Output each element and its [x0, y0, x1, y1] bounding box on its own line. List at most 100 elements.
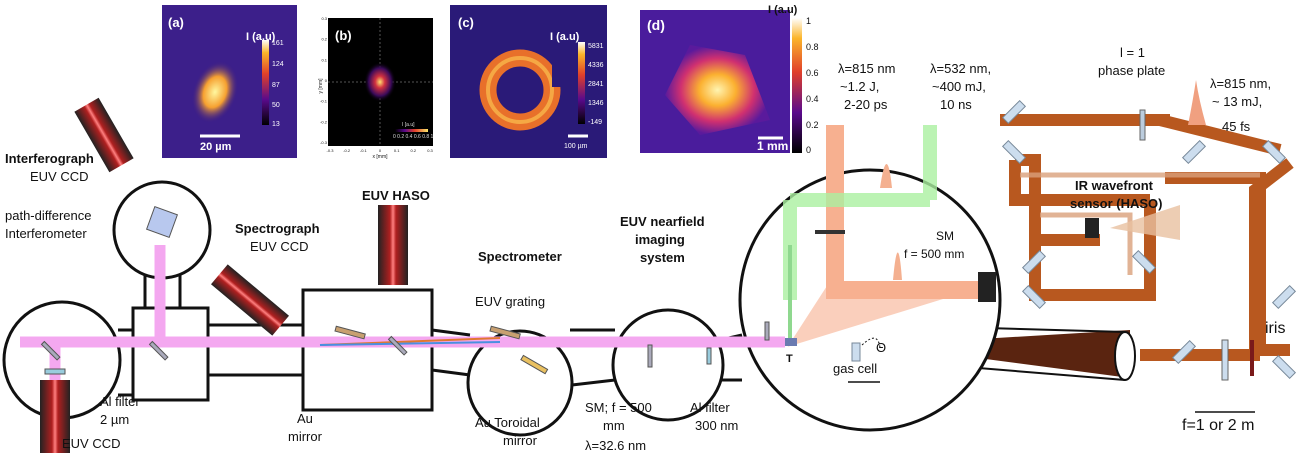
colorbar-tick: -149: [588, 119, 602, 126]
optic-rect: [852, 343, 860, 361]
colorbar-tick: 1346: [588, 100, 604, 107]
y-tick-label: 0.1: [321, 57, 327, 62]
axis-label: y [mm]: [318, 78, 324, 94]
colorbar-tick: 161: [272, 40, 284, 47]
component-label: Au: [297, 411, 313, 426]
component-title: Spectrograph: [235, 221, 320, 236]
beam-label: ~ 13 mJ,: [1212, 94, 1262, 109]
scale-bar-label: 20 µm: [200, 141, 232, 153]
component-title: IR wavefront: [1075, 178, 1154, 193]
inset-tag: (d): [647, 17, 665, 33]
component-label: f = 500 mm: [904, 247, 964, 261]
colorbar-tick: 5831: [588, 43, 604, 50]
optic-rect: [1222, 340, 1228, 380]
optic-rect: [707, 348, 711, 364]
component-label: 300 nm: [695, 418, 738, 433]
x-tick-label: -0.3: [327, 148, 335, 153]
optic-rect: [1250, 340, 1254, 376]
optic-rect: [1273, 286, 1296, 309]
axis-label: x [mm]: [373, 154, 389, 160]
optic-rect: [578, 42, 585, 124]
component-label: 2 µm: [100, 412, 129, 427]
colorbar-tick: 0.8: [806, 42, 819, 52]
x-tick-label: -0.1: [360, 148, 368, 153]
setup-diagram: (a) I (a.u) 161 124 87 50 13 20 µm (b) I…: [0, 0, 1302, 453]
colorbar-tick: 2841: [588, 81, 604, 88]
x-tick-label: 0.1: [394, 148, 400, 153]
optic-rect: [303, 290, 432, 410]
optic-rect: [785, 338, 797, 346]
colorbar-tick: 1: [806, 16, 811, 26]
component-title: EUV HASO: [362, 188, 430, 203]
component-label: mirror: [288, 429, 323, 444]
component-label: EUV CCD: [62, 436, 121, 451]
optic-rect: [792, 18, 802, 153]
optic-rect: [378, 205, 408, 285]
scale-bar-label: 1 mm: [757, 139, 788, 153]
component-label: Al filter: [690, 400, 730, 415]
beam-label: λ=532 nm,: [930, 61, 991, 76]
optic-rect: [978, 272, 996, 302]
component-title: system: [640, 250, 685, 265]
beam-label: λ=815 nm,: [1210, 76, 1271, 91]
component-label: EUV CCD: [30, 169, 89, 184]
colorbar-tick: 0.2: [806, 120, 819, 130]
optic-ellipse: [1115, 332, 1135, 380]
x-tick-label: -0.2: [343, 148, 351, 153]
colorbar-tick: 0: [806, 145, 811, 155]
component-title: Spectrometer: [478, 249, 562, 264]
optic-rect: [815, 230, 845, 234]
y-tick-label: 0.2: [321, 37, 327, 42]
beam-label: 2-20 ps: [844, 97, 888, 112]
colorbar-tick: 50: [272, 102, 280, 109]
beam-label: λ=815 nm: [838, 61, 895, 76]
beam-label: ~400 mJ,: [932, 79, 986, 94]
component-label: f=1 or 2 m: [1182, 417, 1254, 434]
component-title: Interferograph: [5, 151, 94, 166]
optic-ellipse: [364, 62, 396, 102]
component-label: path-difference: [5, 208, 92, 223]
beam-label: phase plate: [1098, 63, 1165, 78]
optic-rect: [552, 57, 576, 87]
component-label: Au Toroidal: [475, 415, 540, 430]
component-label: mm: [603, 418, 625, 433]
optic-rect: [648, 345, 652, 367]
optic-rect: [262, 40, 269, 125]
optic-rect: [765, 322, 769, 340]
colorbar-ticks: 0 0.2 0.4 0.6 0.8 1: [393, 134, 434, 140]
beam-label: 45 fs: [1222, 119, 1251, 134]
component-label: EUV CCD: [250, 239, 309, 254]
component-label: λ=32.6 nm: [585, 438, 646, 453]
y-tick-label: 0.3: [321, 16, 327, 21]
colorbar-title: I (a.u): [768, 4, 798, 16]
component-label: SM; f = 500: [585, 400, 652, 415]
y-tick-label: -0.2: [320, 119, 328, 124]
optic-rect: [395, 129, 428, 132]
colorbar-tick: 124: [272, 61, 284, 68]
component-label: T: [786, 353, 793, 365]
component-label: SM: [936, 229, 954, 243]
component-label: iris: [1265, 320, 1285, 337]
component-label: gas cell: [833, 361, 877, 376]
optic-rect: [1140, 110, 1145, 140]
inset-tag: (b): [335, 28, 352, 43]
component-label: Al filter: [100, 394, 140, 409]
beam-label: l = 1: [1120, 45, 1145, 60]
x-tick-label: 0.3: [427, 148, 433, 153]
optic-rect: [1085, 218, 1099, 238]
component-label: mirror: [503, 433, 538, 448]
optic-rect: [133, 308, 208, 400]
colorbar-tick: 4336: [588, 62, 604, 69]
optic-path: [1188, 80, 1206, 125]
x-tick-label: 0.2: [411, 148, 417, 153]
y-tick-label: -0.1: [320, 99, 328, 104]
component-title: sensor (HASO): [1070, 196, 1162, 211]
inset-tag: (a): [168, 15, 184, 30]
optic-rect: [1273, 356, 1296, 379]
beam-label: ~1.2 J,: [840, 79, 879, 94]
component-label: Interferometer: [5, 226, 87, 241]
colorbar-tick: 0.6: [806, 68, 819, 78]
component-title: imaging: [635, 232, 685, 247]
optic-rect: [1183, 141, 1206, 164]
component-title: EUV nearfield: [620, 214, 705, 229]
